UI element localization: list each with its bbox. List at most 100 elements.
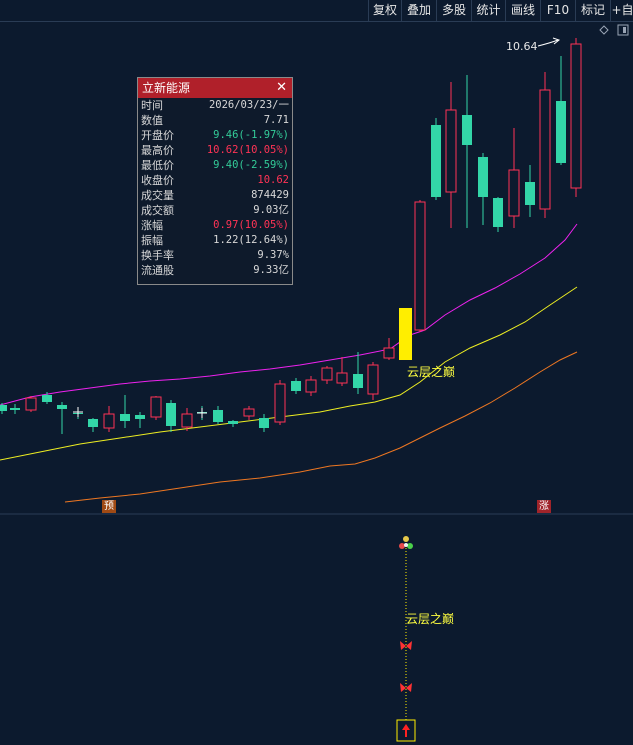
stock-name: 立新能源 [142, 81, 191, 95]
doji-candlestick[interactable] [73, 407, 83, 417]
candlestick[interactable] [213, 406, 223, 424]
yu-marker[interactable]: 预 [102, 500, 116, 513]
signal-candle [399, 308, 412, 360]
tooltip-row-label: 开盘价 [141, 129, 174, 142]
candlestick[interactable] [228, 420, 238, 427]
restore-rights-button[interactable]: 复权 [368, 0, 401, 21]
candlestick[interactable] [10, 404, 20, 414]
candlestick[interactable] [150, 396, 162, 420]
candlestick[interactable] [445, 82, 457, 228]
panel-toggle-icon[interactable] [617, 24, 629, 36]
add-watchlist-button[interactable]: +自 [610, 0, 633, 21]
tooltip-row: 振幅 1.22(12.64%) [138, 233, 292, 248]
candlestick[interactable] [0, 403, 7, 414]
ma-long-line [64, 351, 578, 503]
tooltip-row: 流通股 9.33亿 [138, 263, 292, 278]
tooltip-row-value: 9.33亿 [253, 264, 289, 276]
tooltip-row-label: 收盘价 [141, 174, 174, 187]
ma-short-line [0, 223, 578, 406]
candlestick[interactable] [181, 408, 193, 431]
high-arrow [537, 39, 559, 47]
candlestick[interactable] [462, 75, 472, 228]
tooltip-row-value: 9.40(-2.59%) [213, 159, 289, 171]
candlestick[interactable] [120, 395, 130, 428]
f10-button[interactable]: F10 [540, 0, 575, 21]
close-icon[interactable]: ✕ [276, 80, 287, 95]
statistics-button[interactable]: 统计 [471, 0, 505, 21]
top-toolbar: 复权 叠加 多股 统计 画线 F10 标记 +自 [0, 0, 633, 22]
candlestick[interactable] [336, 357, 348, 386]
candlestick[interactable] [508, 128, 520, 228]
tooltip-row-value: 9.03亿 [253, 204, 289, 216]
up-arrow-box-icon[interactable] [396, 719, 416, 742]
tooltip-row: 成交量 874429 [138, 188, 292, 203]
candlestick[interactable] [57, 402, 67, 434]
candlestick[interactable] [570, 38, 582, 197]
tooltip-row-label: 最高价 [141, 144, 174, 157]
tooltip-row-label: 流通股 [141, 264, 174, 277]
tooltip-row: 涨幅 0.97(10.05%) [138, 218, 292, 233]
tooltip-row-label: 成交额 [141, 204, 174, 217]
butterfly-icon [400, 641, 412, 650]
tooltip-row: 开盘价 9.46(-1.97%) [138, 128, 292, 143]
butterfly-icon [400, 683, 412, 692]
tooltip-row-label: 振幅 [141, 234, 163, 247]
candlestick[interactable] [25, 396, 37, 412]
tooltip-row: 数值 7.71 [138, 113, 292, 128]
tooltip-row-value: 10.62 [257, 174, 289, 186]
candlestick[interactable] [103, 406, 115, 432]
tooltip-row-value: 0.97(10.05%) [213, 219, 289, 231]
stock-info-tooltip: 立新能源 ✕ 时间 2026/03/23/一数值 7.71 开盘价 9.46(-1.97… [137, 77, 293, 285]
tooltip-row: 最低价 9.40(-2.59%) [138, 158, 292, 173]
candlestick[interactable] [42, 392, 52, 404]
flower-icon [399, 536, 413, 549]
tooltip-row-label: 最低价 [141, 159, 174, 172]
tooltip-row: 成交额 9.03亿 [138, 203, 292, 218]
tooltip-row: 收盘价 10.62 [138, 173, 292, 188]
mark-button[interactable]: 标记 [575, 0, 610, 21]
tooltip-row-value: 2026/03/23/一 [208, 99, 289, 111]
diamond-icon[interactable] [599, 25, 609, 35]
tooltip-row-value: 1.22(12.64%) [213, 234, 289, 246]
candlestick[interactable] [383, 338, 395, 360]
candlestick[interactable] [321, 366, 333, 384]
candlestick[interactable] [243, 406, 255, 420]
candlestick[interactable] [493, 197, 503, 232]
overlay-button[interactable]: 叠加 [401, 0, 436, 21]
candlestick[interactable] [259, 414, 269, 432]
candlestick[interactable] [166, 400, 176, 432]
candlestick[interactable] [135, 412, 145, 428]
signal-label: 云层之巅 [407, 365, 456, 379]
candlestick[interactable] [367, 362, 379, 400]
tooltip-row: 最高价 10.62(10.05%) [138, 143, 292, 158]
tooltip-row: 时间 2026/03/23/一 [138, 98, 292, 113]
candlestick[interactable] [274, 380, 286, 425]
tooltip-header: 立新能源 ✕ [138, 78, 292, 98]
candlestick[interactable] [353, 352, 363, 394]
multi-stock-button[interactable]: 多股 [436, 0, 471, 21]
candlestick[interactable] [88, 418, 98, 432]
doji-candlestick[interactable] [197, 408, 207, 418]
candlestick[interactable] [556, 56, 566, 165]
candlestick[interactable] [431, 118, 441, 200]
candlestick[interactable] [305, 376, 317, 396]
tooltip-row-value: 9.37% [257, 249, 289, 261]
tooltip-row-label: 数值 [141, 114, 163, 127]
ma-mid-line [0, 286, 578, 461]
tooltip-row-label: 涨幅 [141, 219, 163, 232]
indicator-signal-label: 云层之巅 [406, 612, 455, 626]
tooltip-row-value: 874429 [251, 189, 289, 201]
candlestick[interactable] [539, 72, 551, 218]
tooltip-row: 换手率 9.37% [138, 248, 292, 263]
candlestick[interactable] [414, 200, 426, 332]
tooltip-row-label: 时间 [141, 99, 163, 112]
zhang-marker[interactable]: 涨 [537, 500, 551, 513]
candlestick[interactable] [478, 153, 488, 225]
candlestick[interactable] [291, 378, 301, 394]
candlestick-series [0, 38, 582, 434]
candlestick[interactable] [525, 165, 535, 217]
tooltip-row-label: 成交量 [141, 189, 174, 202]
draw-line-button[interactable]: 画线 [505, 0, 540, 21]
